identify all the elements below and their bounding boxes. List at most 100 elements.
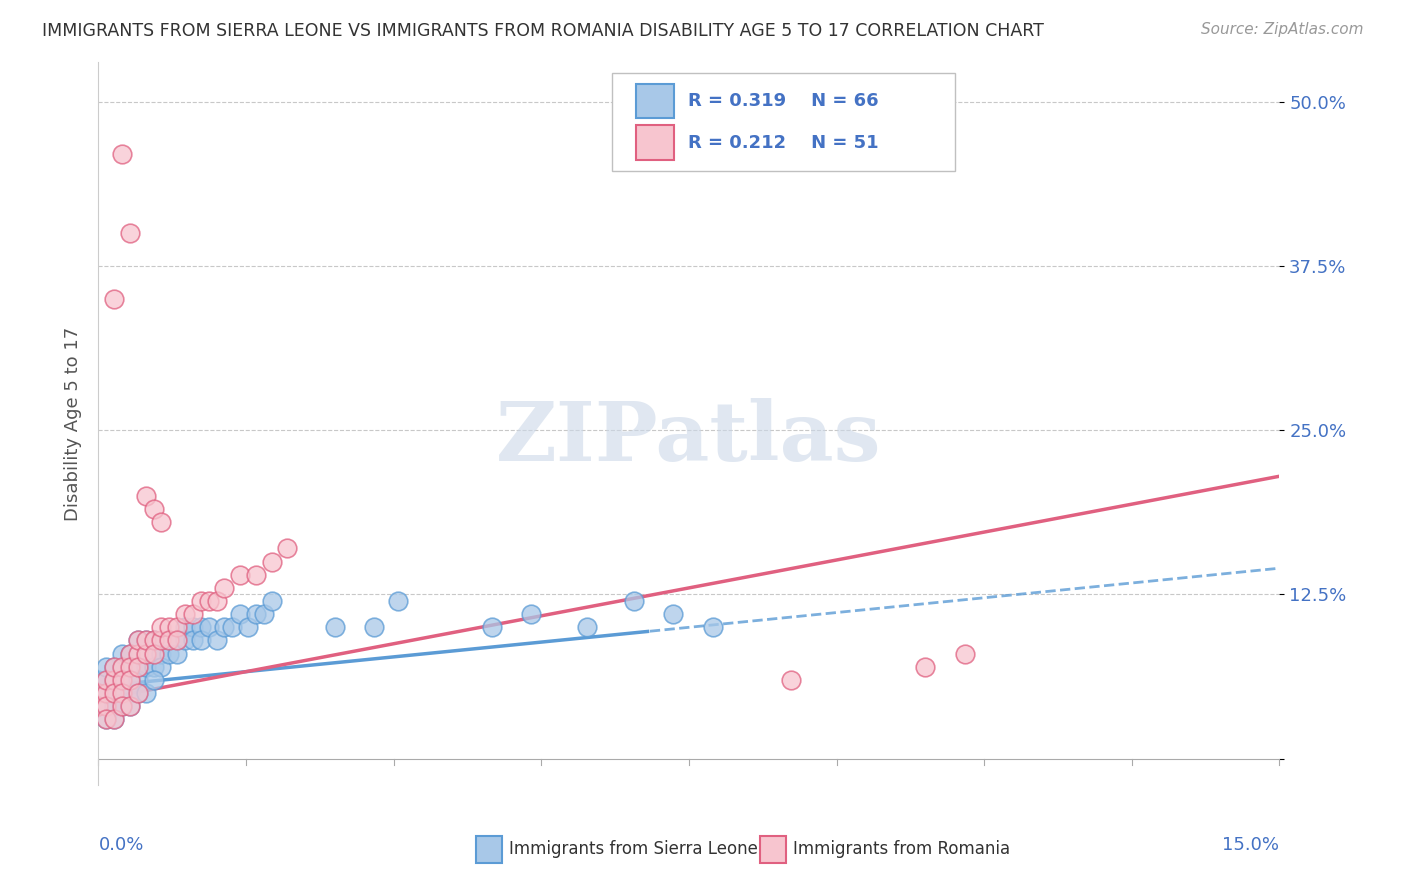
FancyBboxPatch shape [759, 836, 786, 863]
FancyBboxPatch shape [636, 125, 673, 160]
Text: Source: ZipAtlas.com: Source: ZipAtlas.com [1201, 22, 1364, 37]
Point [103, 673, 125, 687]
Point [181, 620, 204, 634]
Point [702, 620, 724, 634]
FancyBboxPatch shape [636, 84, 673, 119]
Point [142, 673, 165, 687]
Point [118, 699, 141, 714]
Point [260, 555, 283, 569]
Point [111, 673, 134, 687]
Point [135, 489, 157, 503]
Point [166, 647, 188, 661]
Text: IMMIGRANTS FROM SIERRA LEONE VS IMMIGRANTS FROM ROMANIA DISABILITY AGE 5 TO 17 C: IMMIGRANTS FROM SIERRA LEONE VS IMMIGRAN… [42, 22, 1045, 40]
Point [118, 699, 141, 714]
Point [96, 686, 118, 700]
FancyBboxPatch shape [477, 836, 502, 863]
Point [127, 686, 149, 700]
Point [135, 647, 157, 661]
Point [914, 659, 936, 673]
Point [111, 699, 134, 714]
Point [127, 686, 149, 700]
Point [127, 673, 149, 687]
Point [245, 607, 267, 622]
Point [103, 712, 125, 726]
Point [103, 659, 125, 673]
Point [142, 502, 165, 516]
Point [118, 226, 141, 240]
Point [96, 686, 118, 700]
Point [142, 659, 165, 673]
Point [157, 647, 180, 661]
Point [166, 620, 188, 634]
Y-axis label: Disability Age 5 to 17: Disability Age 5 to 17 [63, 326, 82, 521]
Point [214, 620, 236, 634]
Point [135, 647, 157, 661]
Point [111, 647, 134, 661]
Text: Immigrants from Sierra Leone: Immigrants from Sierra Leone [509, 840, 758, 858]
Point [87, 686, 110, 700]
Point [205, 594, 228, 608]
Point [96, 712, 118, 726]
Point [96, 673, 118, 687]
Point [205, 633, 228, 648]
FancyBboxPatch shape [612, 73, 955, 171]
Point [142, 647, 165, 661]
Point [96, 699, 118, 714]
Point [197, 594, 219, 608]
Point [142, 633, 165, 648]
Point [118, 647, 141, 661]
Point [111, 659, 134, 673]
Point [174, 620, 197, 634]
Point [253, 607, 276, 622]
Point [118, 673, 141, 687]
Point [111, 147, 134, 161]
Point [103, 712, 125, 726]
Point [87, 699, 110, 714]
Point [190, 633, 212, 648]
Point [135, 659, 157, 673]
Point [150, 633, 173, 648]
Point [221, 620, 243, 634]
Point [111, 686, 134, 700]
Point [127, 633, 149, 648]
Point [662, 607, 685, 622]
Point [96, 673, 118, 687]
Point [245, 567, 267, 582]
Point [481, 620, 503, 634]
Point [229, 607, 252, 622]
Text: R = 0.212    N = 51: R = 0.212 N = 51 [688, 134, 879, 152]
Point [111, 699, 134, 714]
Point [96, 659, 118, 673]
Point [87, 686, 110, 700]
Point [103, 686, 125, 700]
Point [87, 673, 110, 687]
Point [953, 647, 976, 661]
Point [118, 659, 141, 673]
Point [127, 659, 149, 673]
Point [157, 633, 180, 648]
Point [229, 567, 252, 582]
Point [111, 673, 134, 687]
Point [111, 686, 134, 700]
Point [118, 673, 141, 687]
Point [127, 633, 149, 648]
Point [150, 647, 173, 661]
Point [780, 673, 803, 687]
Point [118, 647, 141, 661]
Point [103, 686, 125, 700]
Point [118, 659, 141, 673]
Point [623, 594, 645, 608]
Point [111, 659, 134, 673]
Text: 0.0%: 0.0% [98, 836, 143, 854]
Text: Immigrants from Romania: Immigrants from Romania [793, 840, 1010, 858]
Point [96, 686, 118, 700]
Point [135, 686, 157, 700]
Point [236, 620, 259, 634]
Point [575, 620, 598, 634]
Point [174, 633, 197, 648]
Text: 15.0%: 15.0% [1222, 836, 1279, 854]
Point [127, 647, 149, 661]
Point [142, 647, 165, 661]
Point [181, 607, 204, 622]
Point [150, 659, 173, 673]
